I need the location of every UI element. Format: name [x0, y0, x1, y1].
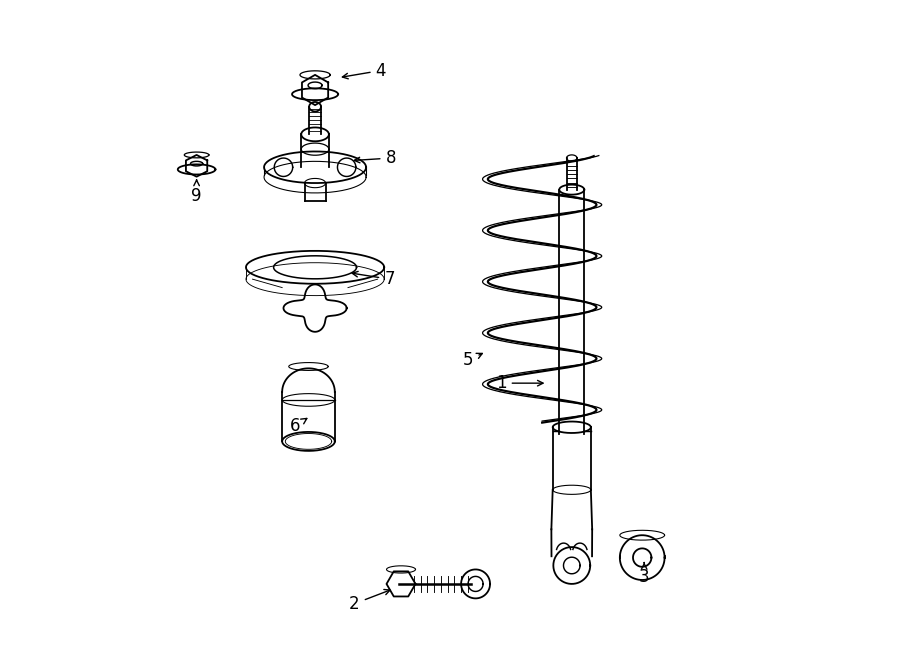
Text: 7: 7 — [352, 270, 395, 288]
Text: 6: 6 — [290, 417, 307, 435]
Text: 1: 1 — [496, 374, 543, 392]
Text: 5: 5 — [464, 351, 482, 369]
Text: 2: 2 — [349, 590, 390, 613]
Text: 8: 8 — [355, 149, 396, 167]
Text: 4: 4 — [342, 61, 386, 79]
Text: 3: 3 — [639, 563, 650, 586]
Text: 9: 9 — [192, 180, 202, 204]
